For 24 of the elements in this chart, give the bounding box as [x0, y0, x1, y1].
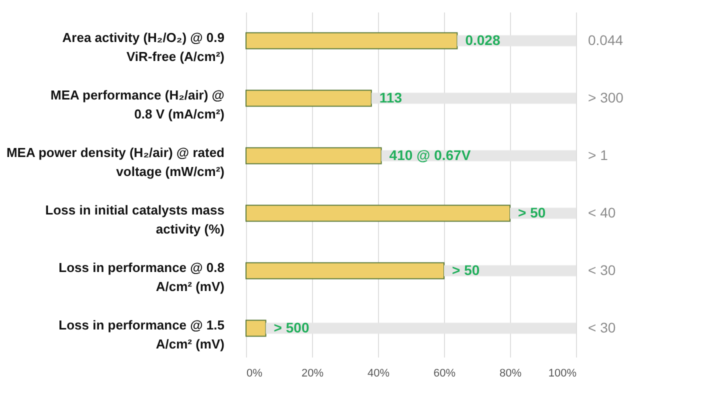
- y-tick-label: MEA performance (H₂/air) @ 0.8 V (mA/cm²): [50, 87, 224, 122]
- y-tick-label: Loss in initial catalysts mass activity (%): [45, 202, 224, 236]
- x-tick-label: 40%: [367, 368, 390, 380]
- x-tick-label: 100%: [548, 368, 577, 380]
- x-tick-label: 0%: [246, 368, 263, 380]
- annotation: > 300: [588, 89, 624, 106]
- x-tick-label: 80%: [499, 368, 522, 380]
- annotation: 410 @ 0.67V: [389, 146, 472, 163]
- annotation: > 50: [452, 262, 480, 278]
- annotation: 113: [379, 89, 402, 106]
- y-tick-label: Loss in performance @ 1.5 A/cm² (mV): [58, 317, 224, 352]
- y-tick-label: MEA power density (H₂/air) @ rated voltage (mW/cm²): [6, 144, 225, 179]
- x-tick-label: 60%: [433, 368, 456, 380]
- annotation: 0.044: [588, 32, 624, 48]
- annotation: > 50: [518, 204, 546, 220]
- annotation: < 30: [588, 262, 616, 278]
- x-tick-label: 20%: [301, 368, 324, 380]
- annotation: 0.028: [465, 32, 500, 48]
- annotation: > 500: [274, 319, 310, 336]
- annotation: < 30: [588, 319, 616, 336]
- annotation: > 1: [588, 146, 608, 163]
- y-tick-label: Area activity (H₂/O₂) @ 0.9 ViR-free (A/cm²): [62, 30, 224, 64]
- y-tick-label: Loss in performance @ 0.8 A/cm² (mV): [58, 260, 224, 294]
- annotation: < 40: [588, 204, 616, 220]
